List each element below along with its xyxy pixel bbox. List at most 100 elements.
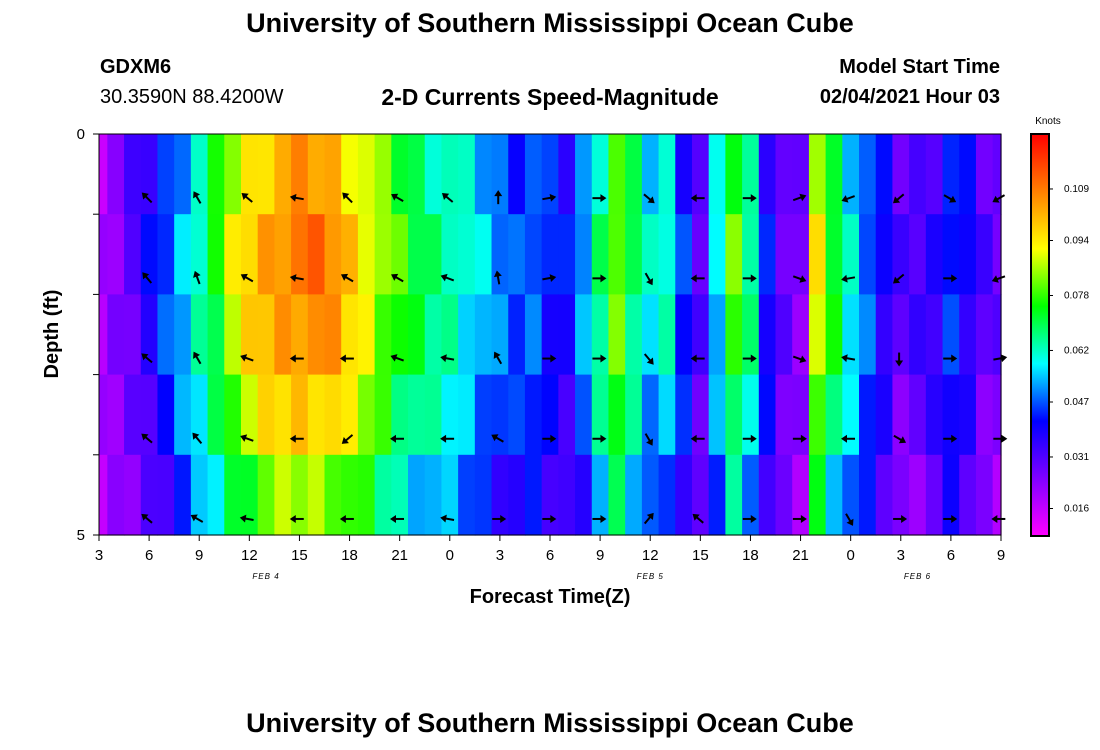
heatmap-cell xyxy=(240,214,259,295)
heatmap-cell xyxy=(792,214,810,295)
current-vector-arrow xyxy=(742,434,757,443)
date-label: FEB 4 xyxy=(252,572,279,581)
heatmap-cell xyxy=(408,374,426,456)
current-vector-arrow xyxy=(190,514,204,523)
heatmap-cell xyxy=(725,134,743,215)
current-vector-arrow xyxy=(441,193,454,203)
heatmap-cell xyxy=(925,454,944,536)
y-tick-label: 0 xyxy=(77,126,85,143)
heatmap-cell xyxy=(658,294,676,376)
heatmap-cell xyxy=(758,134,777,215)
heatmap-cell xyxy=(758,214,777,295)
heatmap-cell xyxy=(992,214,1002,295)
current-vector-arrow xyxy=(339,514,354,523)
heatmap-cell xyxy=(458,374,476,456)
heatmap-cell xyxy=(391,294,409,376)
current-vector-arrow xyxy=(493,351,503,365)
current-vector-arrow xyxy=(991,514,1006,523)
x-tick-label: 9 xyxy=(997,547,1005,564)
heatmap-cell xyxy=(792,134,810,215)
heatmap-cell xyxy=(324,374,342,456)
current-vector-arrow xyxy=(542,434,557,443)
heatmap-cell xyxy=(474,134,493,215)
heatmap-cell xyxy=(441,214,459,295)
heatmap-cell xyxy=(725,454,743,536)
current-vector-arrow xyxy=(742,514,757,523)
heatmap-cell xyxy=(99,214,108,295)
heatmap-cell xyxy=(909,294,927,376)
heatmap-cell xyxy=(591,374,610,456)
heatmap-cell xyxy=(508,454,526,536)
heatmap-cell xyxy=(357,134,376,215)
heatmap-cell xyxy=(541,374,559,456)
heatmap-cell xyxy=(608,214,626,295)
current-vector-arrow xyxy=(742,194,757,203)
current-vector-arrow xyxy=(841,195,855,203)
current-vector-arrow xyxy=(892,273,905,284)
heatmap-cell xyxy=(124,134,142,215)
heatmap-cell xyxy=(909,214,927,295)
heatmap-cell xyxy=(892,134,910,215)
current-vector-arrow xyxy=(141,353,153,364)
heatmap-cell xyxy=(458,134,476,215)
current-vector-arrow xyxy=(494,190,503,205)
current-vector-arrow xyxy=(792,193,807,202)
heatmap-cell xyxy=(575,294,593,376)
x-tick-label: 21 xyxy=(391,547,408,564)
heatmap-cell xyxy=(925,294,944,376)
x-tick-label: 6 xyxy=(546,547,554,564)
heatmap-cell xyxy=(625,294,643,376)
heatmap-cell xyxy=(458,294,476,376)
heatmap-cell xyxy=(691,294,710,376)
heatmap-cell xyxy=(140,454,159,536)
current-vector-arrow xyxy=(192,432,203,444)
current-vector-arrow xyxy=(193,191,202,204)
x-tick-label: 21 xyxy=(792,547,809,564)
heatmap-cell xyxy=(491,134,509,215)
heatmap-cell xyxy=(959,454,977,536)
station-coordinates: 30.3590N 88.4200W xyxy=(100,86,284,108)
heatmap-cell xyxy=(742,134,760,215)
heatmap-cell xyxy=(708,294,726,376)
current-vector-arrow xyxy=(339,354,354,363)
current-vector-arrow xyxy=(289,434,304,443)
current-vector-arrow xyxy=(893,434,907,444)
heatmap-cell xyxy=(341,454,359,536)
heatmap-cell xyxy=(808,294,827,376)
current-vector-arrow xyxy=(792,514,807,523)
heatmap-cell xyxy=(157,374,175,456)
heatmap-cell xyxy=(808,454,827,536)
heatmap-cell xyxy=(775,454,793,536)
heatmap-cell xyxy=(859,454,877,536)
current-vector-arrow xyxy=(690,434,705,443)
heatmap-cell xyxy=(558,374,576,456)
heatmap-cell xyxy=(508,374,526,456)
heatmap-cell xyxy=(408,294,426,376)
current-vector-arrow xyxy=(142,272,153,284)
heatmap-cell xyxy=(925,134,944,215)
heatmap-cell xyxy=(892,454,910,536)
heatmap-cell xyxy=(541,294,559,376)
heatmap-cell xyxy=(240,134,259,215)
heatmap-cell xyxy=(708,374,726,456)
colorbar-tick-label: 0.078 xyxy=(1064,290,1089,301)
heatmap-cell xyxy=(124,374,142,456)
heatmap-cell xyxy=(140,294,159,376)
heatmap-cell xyxy=(842,374,860,456)
x-tick-label: 9 xyxy=(596,547,604,564)
heatmap-cell xyxy=(859,294,877,376)
current-vector-arrow xyxy=(643,512,654,525)
current-vector-arrow xyxy=(742,354,757,363)
heatmap-cell xyxy=(274,214,292,295)
current-vector-arrow xyxy=(193,351,202,365)
current-vector-arrow xyxy=(690,354,705,363)
heatmap-cell xyxy=(725,294,743,376)
heatmap-cell xyxy=(675,134,693,215)
heatmap-cell xyxy=(491,374,509,456)
heatmap-cell xyxy=(291,374,309,456)
heatmap-cell xyxy=(725,214,743,295)
heatmap-cell xyxy=(157,214,175,295)
heatmap-cell xyxy=(441,454,459,536)
heatmap-cell xyxy=(157,134,175,215)
heatmap-cell xyxy=(357,454,376,536)
